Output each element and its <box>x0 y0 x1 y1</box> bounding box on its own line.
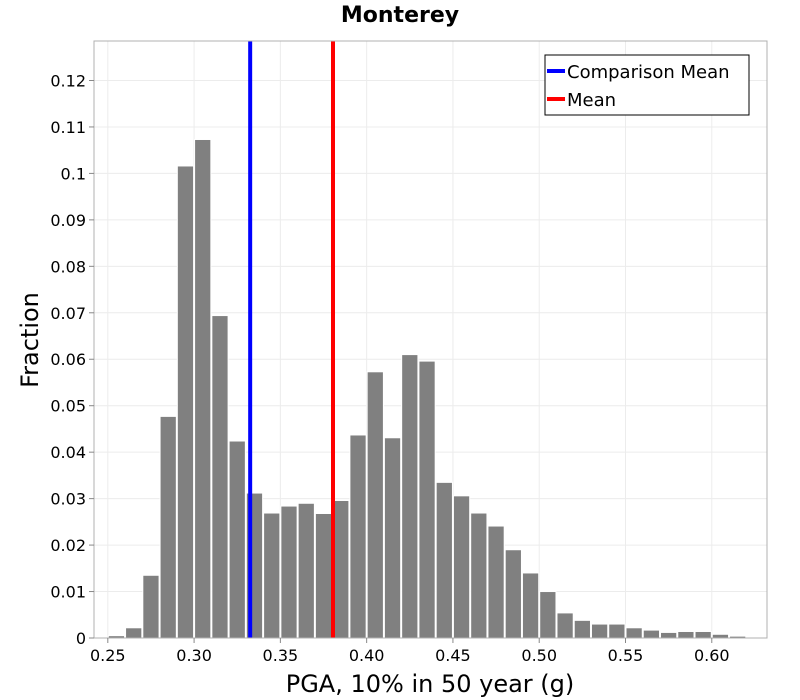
x-tick-label: 0.25 <box>90 646 126 665</box>
x-tick-label: 0.55 <box>608 646 644 665</box>
y-tick-label: 0 <box>76 629 86 648</box>
x-tick-label: 0.45 <box>435 646 471 665</box>
y-tick-label: 0.03 <box>50 490 86 509</box>
y-tick-label: 0.01 <box>50 583 86 602</box>
histogram-bar <box>573 619 591 639</box>
histogram-bar <box>263 512 281 639</box>
legend-label: Mean <box>567 90 616 111</box>
legend: Comparison Mean Mean <box>544 54 750 116</box>
x-tick-label: 0.50 <box>521 646 557 665</box>
histogram-bar <box>539 591 557 639</box>
histogram-bar <box>590 623 609 639</box>
x-tick-label: 0.40 <box>349 646 385 665</box>
histogram-bar <box>711 633 730 639</box>
histogram-bar <box>642 629 661 639</box>
y-tick-label: 0.04 <box>50 443 86 462</box>
reference-lines <box>248 41 336 638</box>
y-tick-label: 0.1 <box>61 164 86 183</box>
histogram-bar <box>142 574 160 639</box>
y-tick-label: 0.05 <box>50 397 86 416</box>
histogram-bar <box>194 138 212 639</box>
histogram-bar <box>608 623 626 639</box>
histogram-bar <box>349 434 367 639</box>
y-tick-label: 0.06 <box>50 350 86 369</box>
histogram-bar <box>366 371 384 639</box>
histogram-bar <box>487 525 505 639</box>
histogram-bar <box>297 502 315 639</box>
histogram-bar <box>176 165 195 639</box>
x-tick-label: 0.35 <box>263 646 299 665</box>
histogram-bar <box>470 512 488 639</box>
x-axis-ticks: 0.25 0.30 0.35 0.40 0.45 0.50 0.55 0.60 <box>90 638 730 665</box>
histogram-bar <box>521 572 540 639</box>
y-tick-label: 0.09 <box>50 211 86 230</box>
chart-title: Monterey <box>341 3 459 28</box>
histogram-bar <box>125 627 143 639</box>
histogram-bar <box>677 630 695 639</box>
histogram-bar <box>280 505 298 639</box>
plot-frame <box>93 40 768 639</box>
x-axis-label: PGA, 10% in 50 year (g) <box>286 670 575 698</box>
histogram-bar <box>625 627 643 639</box>
histogram-bar <box>314 512 333 639</box>
legend-label: Comparison Mean <box>567 62 730 83</box>
y-axis-ticks: 0 0.01 0.02 0.03 0.04 0.05 0.06 0.07 0.08 0.09 0.1… <box>50 71 94 648</box>
histogram-bar <box>159 415 177 639</box>
histogram-bar <box>211 315 229 639</box>
y-tick-label: 0.11 <box>50 118 86 137</box>
histogram-bar <box>694 630 712 639</box>
histogram-bar <box>452 495 471 639</box>
histogram-bar <box>401 354 419 639</box>
histogram-bar <box>660 631 678 639</box>
histogram-bar <box>228 440 246 639</box>
histogram-bar <box>383 437 402 639</box>
histogram-bar <box>435 481 453 639</box>
histogram-bar <box>556 612 574 639</box>
histogram-bar <box>418 360 436 639</box>
y-tick-label: 0.08 <box>50 257 86 276</box>
y-tick-label: 0.02 <box>50 536 86 555</box>
bars <box>107 138 747 639</box>
y-axis-label: Fraction <box>16 292 44 388</box>
y-tick-label: 0.12 <box>50 71 86 90</box>
x-tick-label: 0.30 <box>176 646 212 665</box>
x-tick-label: 0.60 <box>694 646 730 665</box>
histogram-bar <box>504 549 522 639</box>
legend-box <box>544 54 750 116</box>
y-tick-label: 0.07 <box>50 304 86 323</box>
histogram-bar <box>332 499 350 639</box>
